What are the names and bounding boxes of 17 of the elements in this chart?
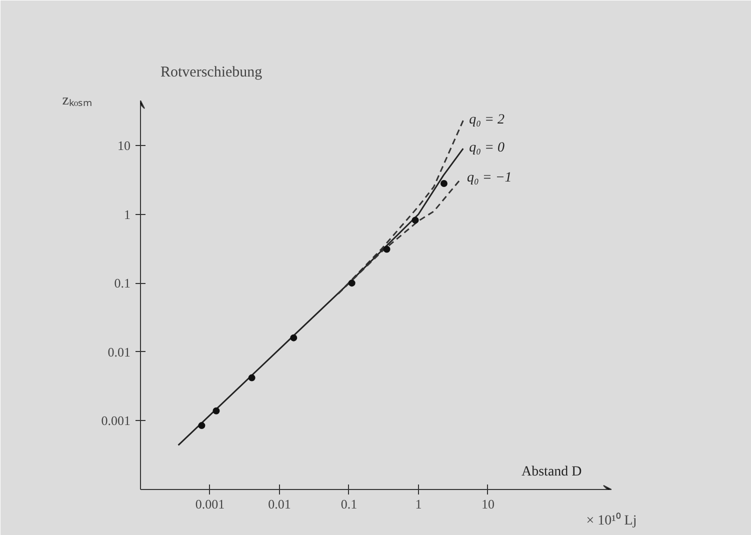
y-tick-label: 0.01 bbox=[108, 344, 130, 360]
y-tick-label: 10 bbox=[118, 138, 130, 153]
x-tick-label: 0.1 bbox=[340, 496, 358, 512]
chart-title: Rotverschiebung bbox=[160, 64, 263, 80]
x-tick-label: 10 bbox=[481, 496, 494, 512]
series-label: q₀ = −1 bbox=[467, 170, 512, 186]
series-label: q₀ = 0 bbox=[469, 140, 504, 156]
y-tick-label: 0.1 bbox=[114, 276, 130, 291]
x-tick-label: 0.001 bbox=[195, 496, 225, 512]
text: × 10¹⁰ Lj bbox=[586, 512, 637, 528]
y-axis-title: zₖₒₛₘ bbox=[62, 92, 92, 108]
x-tick-label: 0.01 bbox=[268, 496, 291, 512]
x-tick-label: 1 bbox=[415, 496, 422, 512]
x-axis-title: Abstand D bbox=[522, 464, 582, 480]
y-tick-label: 0.001 bbox=[101, 413, 130, 428]
y-tick-label: 1 bbox=[124, 206, 130, 222]
series-label: q₀ = 2 bbox=[469, 112, 504, 128]
